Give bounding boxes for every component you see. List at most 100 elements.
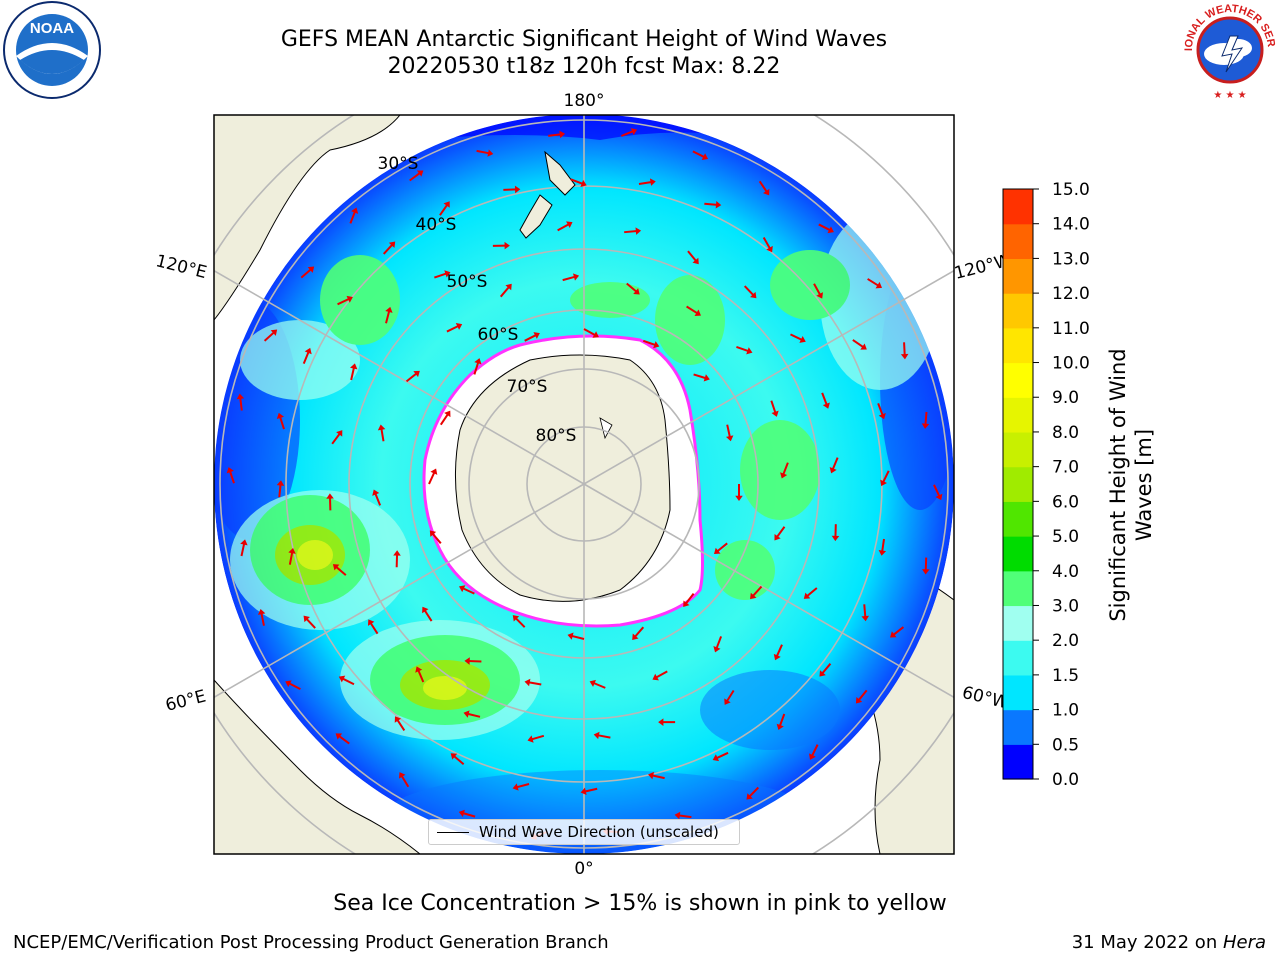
wave-arrow-head [750,291,757,299]
wave-arrow [716,542,728,553]
noaa-logo-icon: NOAA [3,1,101,99]
wave-arrow-head [394,716,402,723]
wave-arrow [687,250,698,262]
wave-arrow-head [393,550,401,556]
wave-arrow [704,202,718,206]
wave-arrow-head [773,653,781,661]
wave-arrow-head [809,753,816,760]
wave-arrow [409,172,421,182]
wave-arrow-head [649,178,656,186]
wave-arrow [263,331,275,342]
wave-arrow [758,180,768,193]
wave-arrow-head [827,226,834,234]
wave-arrow-head [422,606,429,614]
wave-arrow-head [922,569,930,575]
wave-arrow [693,373,707,380]
wave-arrow-head [803,592,811,599]
wave-arrow [863,604,867,618]
wave-arrow [831,457,839,471]
wave-arrow [260,612,265,626]
wave-arrow-head [776,723,784,730]
wave-arrow [341,677,355,686]
wave-arrow [439,413,449,426]
wave-arrow [770,400,777,414]
wave-arrow [278,484,282,498]
wave-arrow [762,237,772,250]
lon-label-60w: 60°W [960,683,1011,714]
wave-arrow [571,634,585,640]
wave-arrow [620,130,634,137]
legend-label: Wind Wave Direction (unscaled) [479,823,719,841]
wave-arrow-head [774,533,781,541]
wave-arrow-head [860,343,867,350]
wave-arrow [446,324,460,333]
wave-arrow-head [725,435,734,442]
wave-arrow [726,424,731,438]
legend-line-icon [437,831,469,833]
wave-arrow-head [694,309,701,316]
wave-arrow [813,283,822,296]
wave-arrow-head [572,273,580,281]
wave-arrow-head [458,809,465,817]
nws-logo-icon: NATIONAL WEATHER SERVICE ★ ★ ★ [1176,0,1278,101]
wave-arrow [349,210,357,224]
wave-arrow [476,149,490,155]
graticule [214,115,954,854]
wave-arrow-head [474,358,482,365]
wave-arrow-head [285,680,292,688]
wave-arrow [892,626,905,636]
wave-arrow-head [399,772,406,779]
wave-arrow [338,735,350,745]
wave-arrow-head [346,295,353,303]
wave-arrow-head [750,592,757,600]
wave-arrow [374,492,382,506]
wave-arrow-head [276,412,284,420]
wave-arrow-head [632,633,639,641]
wave-arrow-head [855,697,863,704]
wave-arrow-head [559,130,566,139]
wave-arrow [350,367,355,381]
wave-arrow-head [771,410,779,417]
wave-arrow [467,712,481,718]
wave-arrow-head [890,631,897,638]
antarctica [422,334,704,628]
wave-arrow [228,470,235,484]
wave-arrow-head [580,179,587,188]
wave-arrow [337,297,350,306]
noaa-logo-text: NOAA [30,20,74,37]
wave-arrow [924,411,928,426]
wave-arrow [583,328,596,337]
wave-arrow-head [512,783,519,791]
wave-arrow [396,719,406,731]
wave-arrow-head [799,336,806,343]
wave-arrow [715,636,723,649]
wave-arrow-head [351,207,359,214]
wave-arrow [748,786,760,798]
wave-arrow-head [288,547,296,554]
lon-label-120e: 120°E [154,251,209,283]
wave-arrow-head [332,564,340,571]
wave-arrow [867,278,880,287]
wave-arrow-head [415,666,423,673]
lon-label-180: 180° [564,91,605,111]
wave-arrow-head [303,615,310,623]
wave-arrow [806,587,818,598]
wave-arrow-head [831,535,840,542]
wave-arrow-head [504,241,510,250]
wave-arrow-head [763,188,770,196]
wave-arrow-head [589,679,596,687]
wave-arrow-head [735,495,743,501]
wave-arrow-head [692,257,699,265]
wave-arrow [382,243,394,255]
wave-arrow [776,526,786,538]
wave-arrow [462,587,475,595]
wave-arrow [428,471,436,485]
wave-arrow [239,397,243,411]
wave-arrow [288,682,301,690]
wave-arrow-head [819,670,826,677]
date-text: 31 May 2022 on Hera [1072,932,1266,953]
wave-arrow [302,351,310,365]
wave-arrow [715,751,729,760]
wave-arrow-head [878,412,886,420]
wave-arrow-head [336,430,343,437]
